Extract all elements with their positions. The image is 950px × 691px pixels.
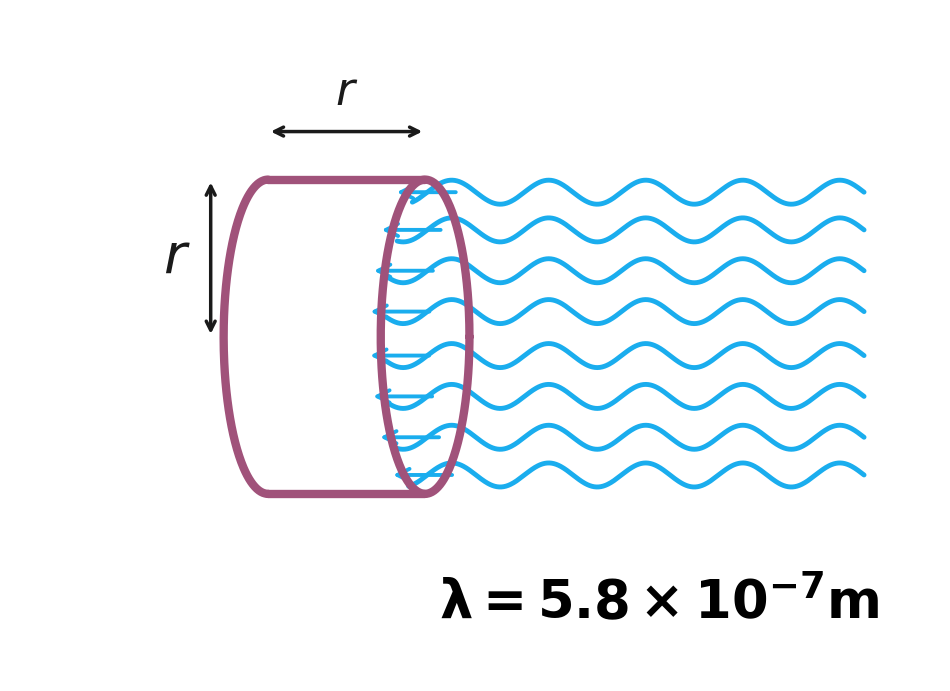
Text: $\mathit{r}$: $\mathit{r}$ bbox=[162, 231, 190, 285]
Text: $\mathit{r}$: $\mathit{r}$ bbox=[335, 70, 358, 115]
Text: $\boldsymbol{\lambda}$$\mathbf{=5.8\times10^{-7}m}$: $\boldsymbol{\lambda}$$\mathbf{=5.8\time… bbox=[439, 577, 879, 630]
